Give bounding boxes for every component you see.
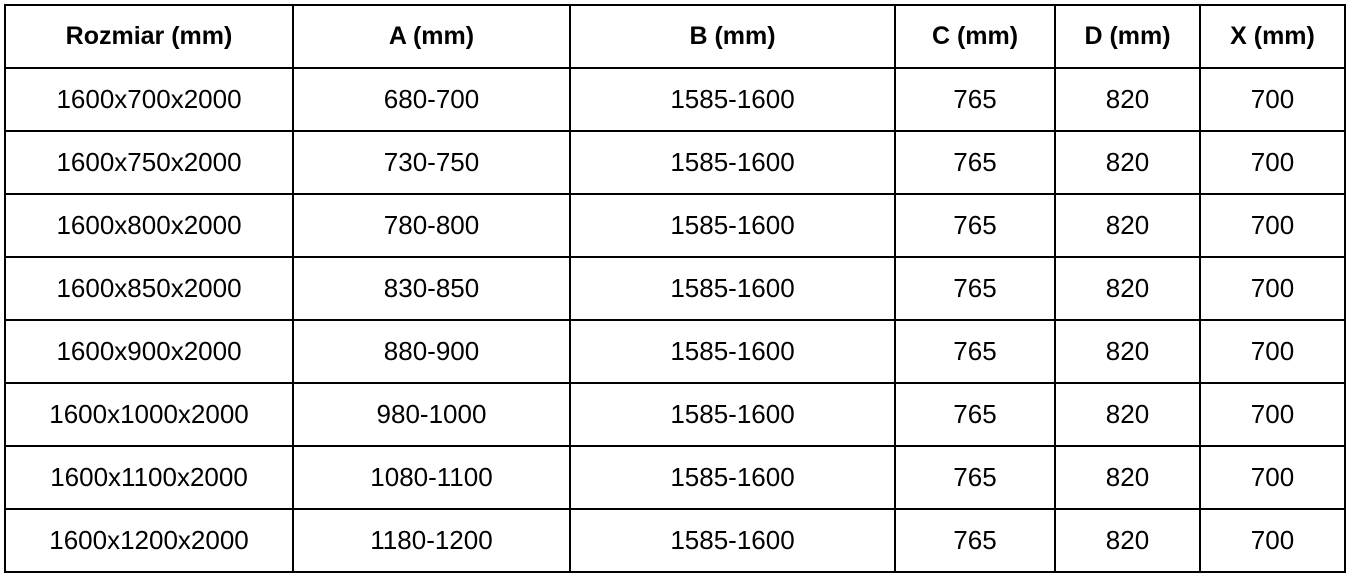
cell-size: 1600x900x2000 — [4, 319, 294, 384]
cell-b: 1585-1600 — [569, 67, 896, 132]
cell-size: 1600x700x2000 — [4, 67, 294, 132]
cell-b: 1585-1600 — [569, 508, 896, 573]
cell-size: 1600x750x2000 — [4, 130, 294, 195]
cell-b: 1585-1600 — [569, 382, 896, 447]
table-row: 1600x750x2000 730-750 1585-1600 765 820 700 — [4, 130, 1346, 195]
table-row: 1600x700x2000 680-700 1585-1600 765 820 700 — [4, 67, 1346, 132]
cell-c: 765 — [894, 445, 1056, 510]
cell-a: 1080-1100 — [292, 445, 571, 510]
header-a: A (mm) — [292, 4, 571, 69]
cell-a: 1180-1200 — [292, 508, 571, 573]
cell-size: 1600x1000x2000 — [4, 382, 294, 447]
cell-d: 820 — [1054, 319, 1201, 384]
cell-x: 700 — [1199, 382, 1346, 447]
cell-b: 1585-1600 — [569, 193, 896, 258]
cell-d: 820 — [1054, 382, 1201, 447]
table-row: 1600x850x2000 830-850 1585-1600 765 820 700 — [4, 256, 1346, 321]
cell-size: 1600x800x2000 — [4, 193, 294, 258]
cell-a: 880-900 — [292, 319, 571, 384]
header-x: X (mm) — [1199, 4, 1346, 69]
cell-d: 820 — [1054, 508, 1201, 573]
cell-x: 700 — [1199, 508, 1346, 573]
cell-a: 680-700 — [292, 67, 571, 132]
header-size: Rozmiar (mm) — [4, 4, 294, 69]
cell-d: 820 — [1054, 445, 1201, 510]
dimensions-table: Rozmiar (mm) A (mm) B (mm) C (mm) D (mm) X (m… — [4, 4, 1346, 573]
cell-size: 1600x1200x2000 — [4, 508, 294, 573]
header-d: D (mm) — [1054, 4, 1201, 69]
header-b: B (mm) — [569, 4, 896, 69]
cell-d: 820 — [1054, 67, 1201, 132]
cell-size: 1600x850x2000 — [4, 256, 294, 321]
cell-b: 1585-1600 — [569, 445, 896, 510]
cell-c: 765 — [894, 319, 1056, 384]
header-row: Rozmiar (mm) A (mm) B (mm) C (mm) D (mm) X (m… — [4, 4, 1346, 69]
cell-d: 820 — [1054, 256, 1201, 321]
cell-size: 1600x1100x2000 — [4, 445, 294, 510]
cell-x: 700 — [1199, 193, 1346, 258]
cell-c: 765 — [894, 193, 1056, 258]
cell-a: 830-850 — [292, 256, 571, 321]
cell-c: 765 — [894, 256, 1056, 321]
table-row: 1600x1200x2000 1180-1200 1585-1600 765 820 70… — [4, 508, 1346, 573]
cell-b: 1585-1600 — [569, 130, 896, 195]
cell-d: 820 — [1054, 130, 1201, 195]
cell-x: 700 — [1199, 445, 1346, 510]
header-c: C (mm) — [894, 4, 1056, 69]
cell-c: 765 — [894, 382, 1056, 447]
cell-x: 700 — [1199, 319, 1346, 384]
cell-a: 980-1000 — [292, 382, 571, 447]
cell-c: 765 — [894, 130, 1056, 195]
cell-x: 700 — [1199, 130, 1346, 195]
cell-b: 1585-1600 — [569, 319, 896, 384]
table-row: 1600x900x2000 880-900 1585-1600 765 820 700 — [4, 319, 1346, 384]
cell-b: 1585-1600 — [569, 256, 896, 321]
table-row: 1600x800x2000 780-800 1585-1600 765 820 700 — [4, 193, 1346, 258]
cell-x: 700 — [1199, 256, 1346, 321]
cell-x: 700 — [1199, 67, 1346, 132]
cell-a: 730-750 — [292, 130, 571, 195]
table-row: 1600x1000x2000 980-1000 1585-1600 765 820 700 — [4, 382, 1346, 447]
cell-a: 780-800 — [292, 193, 571, 258]
cell-d: 820 — [1054, 193, 1201, 258]
cell-c: 765 — [894, 508, 1056, 573]
cell-c: 765 — [894, 67, 1056, 132]
table-row: 1600x1100x2000 1080-1100 1585-1600 765 820 70… — [4, 445, 1346, 510]
